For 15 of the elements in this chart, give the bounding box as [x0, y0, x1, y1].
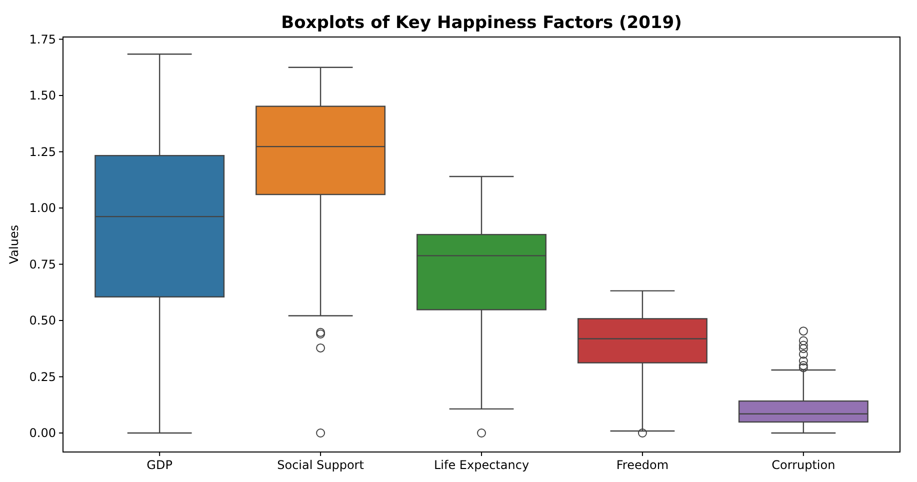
- y-tick-label: 1.50: [29, 88, 56, 103]
- chart-title: Boxplots of Key Happiness Factors (2019): [281, 13, 682, 33]
- x-tick-label: Freedom: [616, 458, 669, 472]
- x-tick-label: Life Expectancy: [434, 458, 530, 472]
- x-tick-label: Social Support: [277, 458, 364, 472]
- y-tick-label: 1.75: [29, 32, 56, 46]
- y-axis-title: Values: [7, 224, 21, 264]
- y-tick-label: 1.00: [29, 201, 56, 216]
- y-tick-label: 0.25: [29, 370, 56, 384]
- y-tick-label: 0.50: [29, 314, 56, 328]
- y-tick-label: 0.00: [29, 426, 56, 440]
- y-tick-label: 0.75: [29, 257, 56, 272]
- y-tick-label: 1.25: [29, 144, 56, 159]
- x-tick-label: GDP: [146, 458, 172, 472]
- x-tick-label: Corruption: [772, 458, 836, 472]
